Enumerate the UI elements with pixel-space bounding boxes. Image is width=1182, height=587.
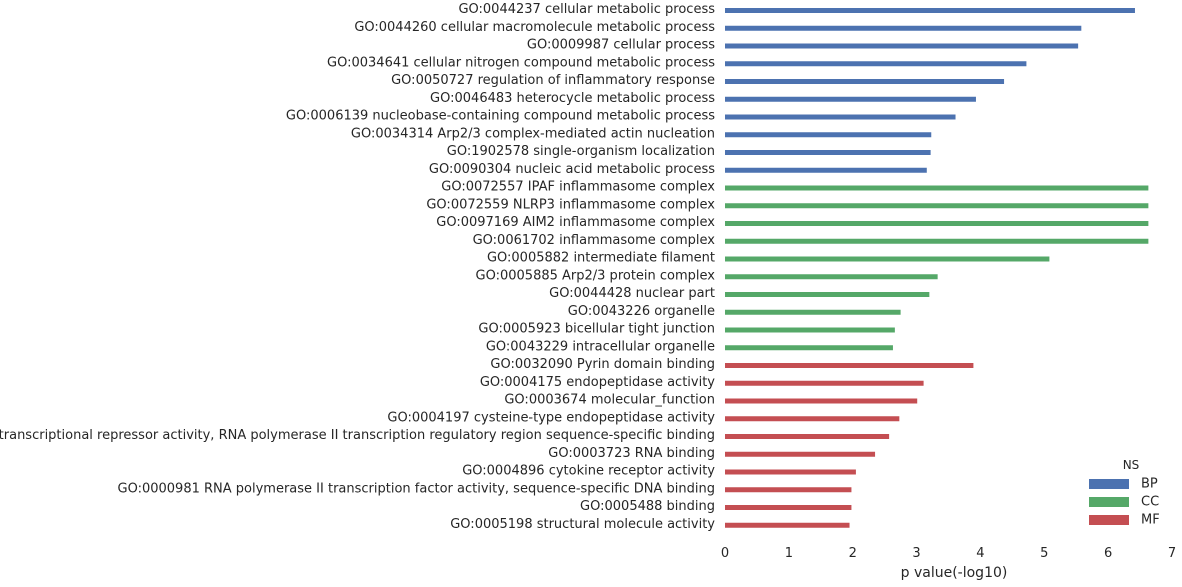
category-label: GO:0005882 intermediate filament [487, 251, 715, 266]
bar [725, 79, 1005, 84]
category-label: GO:0005923 bicellular tight junction [478, 322, 715, 337]
category-label: GO:0004175 endopeptidase activity [480, 375, 715, 390]
category-label: GO:0072559 NLRP3 inflammasome complex [426, 197, 715, 212]
category-label: GO:0072557 IPAF inflammasome complex [441, 180, 715, 195]
bars-group [725, 8, 1149, 528]
category-label: GO:0097169 AIM2 inflammasome complex [436, 215, 715, 230]
bar [725, 380, 924, 386]
category-label: GO:0005488 binding [580, 499, 715, 514]
category-labels: GO:0044237 cellular metabolic process GO:… [0, 2, 715, 532]
bar [725, 185, 1149, 191]
category-label: GO:1902578 single-organism localization [447, 144, 715, 159]
category-label: GO:0044260 cellular macromolecule metabo… [354, 20, 715, 35]
x-tick-label: 6 [1104, 546, 1112, 561]
bar [725, 416, 900, 422]
bar [725, 487, 852, 493]
bar [725, 43, 1079, 49]
x-tick-label: 1 [785, 546, 793, 561]
x-tick-label: 0 [721, 546, 729, 561]
bar [725, 505, 852, 510]
bar [725, 274, 938, 280]
category-label: GO:0061702 inflammasome complex [473, 233, 716, 248]
bar [725, 221, 1149, 226]
category-label: GO:0000981 RNA polymerase II transcripti… [118, 481, 715, 496]
bar [725, 8, 1135, 13]
bar [725, 309, 901, 315]
category-label: GO:0044428 nuclear part [549, 286, 715, 301]
bar [725, 434, 890, 439]
category-label: GO:0004896 cytokine receptor activity [462, 464, 715, 479]
bar [725, 61, 1027, 67]
bar [725, 132, 932, 138]
legend-title: NS [1123, 458, 1140, 472]
category-label: GO:0043229 intracellular organelle [486, 339, 715, 354]
bar [725, 292, 930, 297]
x-axis-title: p value(-log10) [901, 565, 1008, 581]
bar [725, 203, 1149, 209]
x-tick-label: 5 [1040, 546, 1048, 561]
legend: NS BP CC MF [1089, 458, 1160, 528]
category-label: GO:0032090 Pyrin domain binding [490, 357, 715, 372]
bar [725, 522, 850, 528]
bar [725, 96, 976, 102]
bar [725, 25, 1082, 31]
category-label: GO:0004197 cysteine-type endopeptidase a… [387, 410, 715, 425]
category-label: GO:0001227 transcriptional repressor act… [0, 428, 715, 443]
bar [725, 114, 956, 120]
bar [725, 150, 931, 155]
legend-label: BP [1141, 477, 1158, 492]
category-label: GO:0044237 cellular metabolic process [458, 2, 715, 17]
category-label: GO:0034641 cellular nitrogen compound me… [327, 55, 715, 70]
legend-label: MF [1141, 513, 1160, 528]
category-label: GO:0006139 nucleobase-containing compoun… [286, 109, 715, 124]
bar [725, 167, 927, 173]
bar [725, 327, 895, 333]
bar [725, 451, 876, 457]
bar [725, 345, 893, 351]
x-tick-label: 4 [976, 546, 984, 561]
category-label: GO:0003674 molecular_function [504, 393, 715, 408]
category-label: GO:0009987 cellular process [527, 38, 715, 53]
x-tick-label: 3 [912, 546, 920, 561]
x-tick-label: 7 [1168, 546, 1176, 561]
legend-swatch [1089, 497, 1129, 507]
x-axis-ticks: 0 1 2 3 4 5 6 7 [721, 546, 1176, 561]
x-tick-label: 2 [849, 546, 857, 561]
category-label: GO:0050727 regulation of inflammatory re… [391, 73, 715, 88]
legend-swatch [1089, 479, 1129, 489]
category-label: GO:0046483 heterocycle metabolic process [430, 91, 715, 106]
legend-swatch [1089, 515, 1129, 525]
legend-label: CC [1141, 495, 1159, 510]
category-label: GO:0034314 Arp2/3 complex-mediated actin… [351, 126, 715, 141]
bar [725, 363, 974, 368]
category-label: GO:0090304 nucleic acid metabolic proces… [429, 162, 715, 177]
category-label: GO:0003723 RNA binding [548, 446, 715, 461]
category-label: GO:0005885 Arp2/3 protein complex [476, 268, 716, 283]
bar [725, 469, 856, 475]
category-label: GO:0005198 structural molecule activity [450, 517, 715, 532]
bar [725, 238, 1149, 244]
category-label: GO:0043226 organelle [568, 304, 715, 319]
bar [725, 256, 1050, 262]
bar [725, 398, 918, 404]
